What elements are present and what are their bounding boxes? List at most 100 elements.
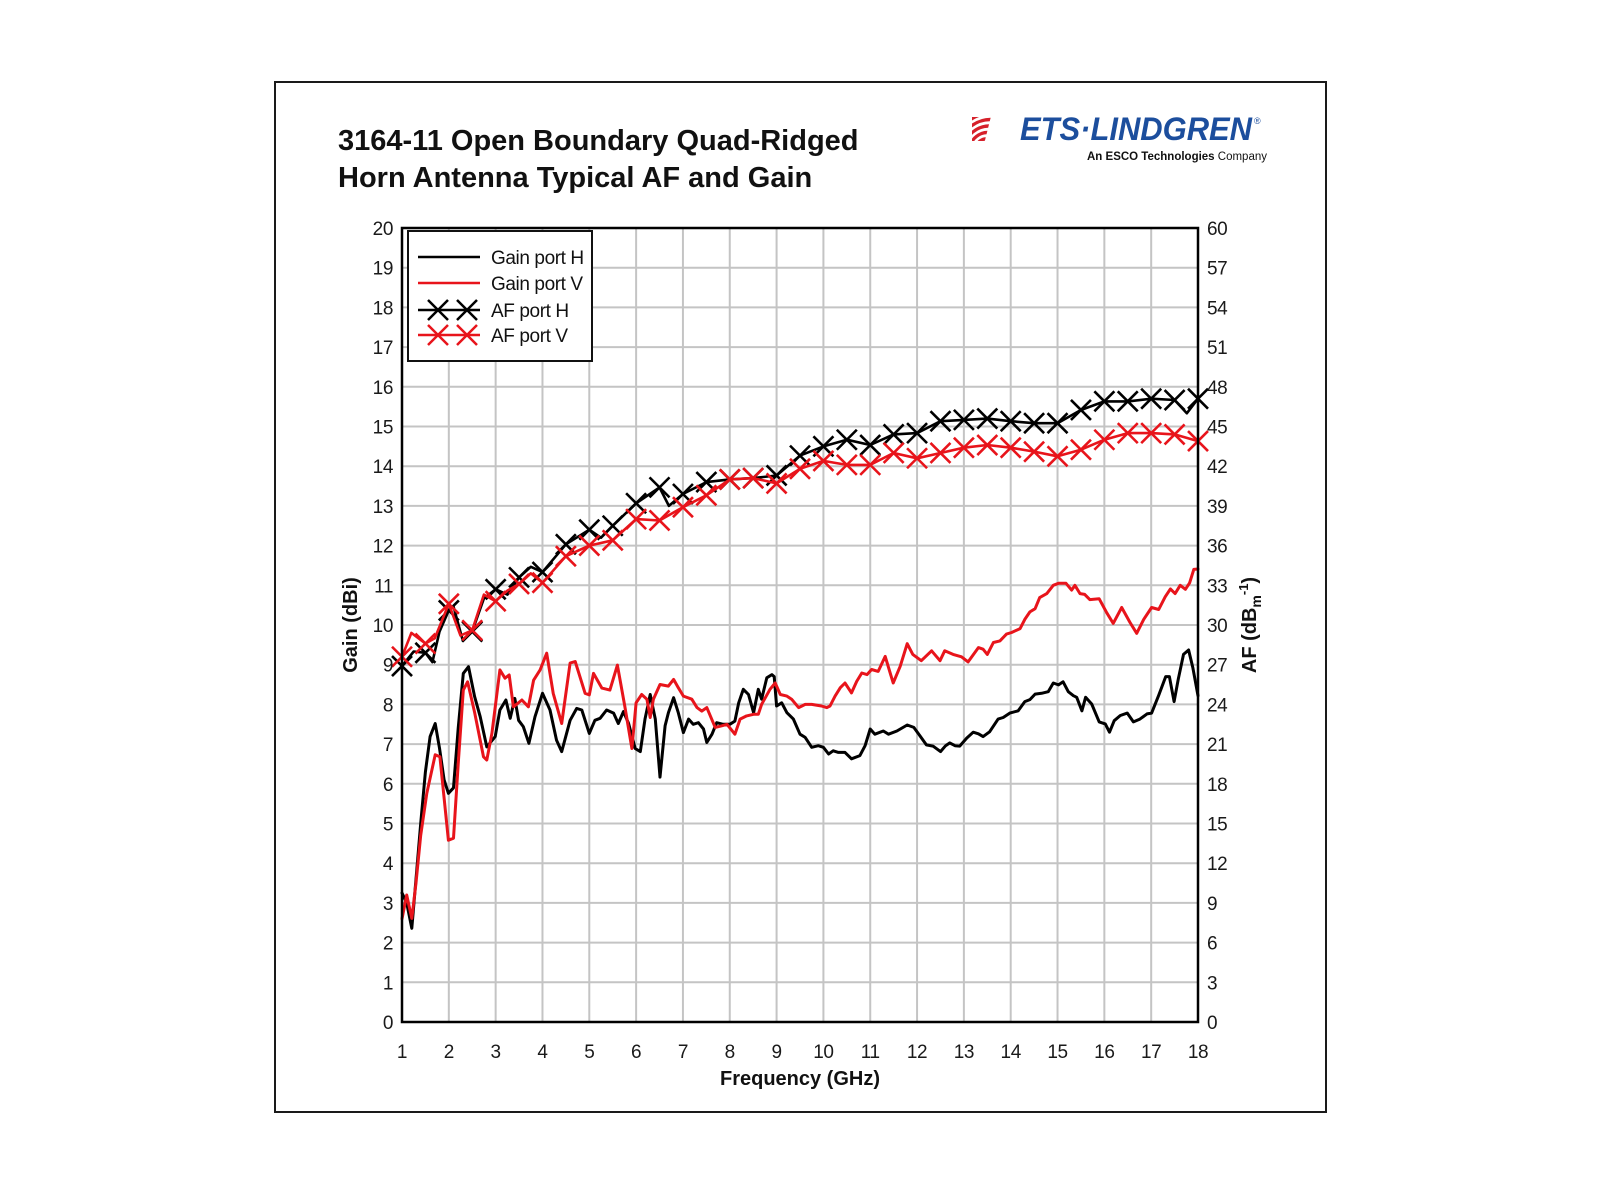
left-tick-label: 3 <box>383 894 393 915</box>
x-tick-label: 3 <box>491 1042 501 1063</box>
af-port-v-x-marker <box>906 447 928 470</box>
series-layer <box>391 387 1209 930</box>
x-tick-label: 8 <box>725 1042 735 1063</box>
logo-wave-stripe <box>972 130 988 141</box>
logo-wave-icon <box>972 117 993 141</box>
af-port-v-x-marker <box>484 590 507 613</box>
logo-wave-stripe <box>974 137 986 141</box>
right-axis-label-close: ) <box>1239 577 1261 584</box>
legend-entry-gain-port-v: Gain port V <box>418 274 584 295</box>
chart-title-line-2: Horn Antenna Typical AF and Gain <box>338 162 812 194</box>
af-port-v-x-marker <box>695 484 718 507</box>
right-axis-label: AF (dBm-1) <box>1236 577 1264 673</box>
right-axis-label-superscript: -1 <box>1236 584 1251 596</box>
x-tick-label: 4 <box>537 1042 548 1063</box>
af-port-h-x-marker <box>999 410 1022 433</box>
left-tick-label: 2 <box>383 934 393 955</box>
af-port-h-x-marker <box>508 566 530 589</box>
left-tick-label: 10 <box>373 616 393 637</box>
x-tick-label: 10 <box>813 1042 833 1063</box>
af-port-v-x-marker <box>1070 438 1092 461</box>
legend-x-marker-icon <box>427 299 478 321</box>
left-tick-label: 4 <box>383 854 394 875</box>
right-tick-label: 30 <box>1207 616 1227 637</box>
right-tick-label: 60 <box>1207 219 1227 240</box>
af-port-v-x-marker <box>1140 422 1163 445</box>
legend-label-af-port-v: AF port V <box>491 326 568 347</box>
af-port-v-x-marker <box>531 571 554 594</box>
legend-label-gain-port-h: Gain port H <box>491 248 584 269</box>
x-tick-label: 15 <box>1047 1042 1067 1063</box>
left-axis-label: Gain (dBi) <box>340 577 362 673</box>
plot-area-border <box>400 226 1200 1024</box>
legend-entry-gain-port-h: Gain port H <box>418 248 584 269</box>
af-port-h-x-marker <box>882 423 905 446</box>
ets-lindgren-logo: ETS·LINDGREN ® An ESCO Technologies Comp… <box>972 111 1267 163</box>
af-port-h-x-marker <box>835 428 858 451</box>
logo-registered-mark: ® <box>1254 116 1261 126</box>
af-port-v-x-marker <box>601 529 624 552</box>
right-axis-label-main: AF (dB <box>1239 608 1261 674</box>
af-port-v-x-marker <box>929 442 952 464</box>
af-port-v-x-marker <box>882 442 905 464</box>
x-tick-label: 6 <box>631 1042 641 1063</box>
af-port-v-x-marker <box>789 457 811 480</box>
right-tick-label: 48 <box>1207 378 1227 399</box>
af-port-v-x-marker <box>812 449 835 472</box>
af-port-h-x-marker <box>952 408 975 431</box>
x-tick-label: 13 <box>954 1042 974 1063</box>
af-port-v-x-marker <box>718 468 741 491</box>
right-tick-label: 9 <box>1207 894 1217 915</box>
right-tick-label: 33 <box>1207 576 1227 597</box>
af-port-h-x-marker <box>1070 399 1092 421</box>
af-port-h-x-marker <box>648 476 671 499</box>
left-tick-label: 17 <box>373 338 393 359</box>
af-port-v-x-marker <box>648 509 671 532</box>
series-af-port-v <box>391 422 1209 668</box>
left-tick-label: 12 <box>373 537 393 558</box>
af-port-v-x-marker <box>625 508 648 531</box>
right-tick-label: 15 <box>1207 815 1227 836</box>
af-port-v-x-marker <box>1163 423 1186 446</box>
x-tick-label: 18 <box>1188 1042 1208 1063</box>
right-tick-label: 18 <box>1207 775 1227 796</box>
right-tick-label: 3 <box>1207 973 1217 994</box>
af-port-v-x-marker <box>999 436 1022 459</box>
af-port-h-x-marker <box>1163 389 1186 411</box>
left-tick-label: 19 <box>373 259 393 280</box>
series-line-gain-port-v <box>400 567 1200 921</box>
af-port-h-x-marker <box>414 641 437 664</box>
x-tick-label: 2 <box>444 1042 454 1063</box>
af-port-v-x-marker <box>1046 445 1069 468</box>
logo-tagline-bold: An ESCO Technologies <box>1087 151 1215 163</box>
x-tick-label: 1 <box>397 1042 407 1063</box>
series-line-gain-port-h <box>400 648 1200 930</box>
right-tick-label: 39 <box>1207 497 1227 518</box>
af-port-v-x-marker <box>976 434 999 456</box>
left-tick-label: 14 <box>373 457 394 478</box>
af-port-h-x-marker <box>976 407 999 430</box>
af-port-v-x-marker <box>1116 422 1139 445</box>
af-port-v-x-marker <box>508 573 530 595</box>
x-tick-label: 17 <box>1141 1042 1161 1063</box>
legend-label-gain-port-v: Gain port V <box>491 274 583 295</box>
right-tick-label: 27 <box>1207 656 1227 677</box>
right-tick-label: 57 <box>1207 259 1227 280</box>
af-port-h-x-marker <box>906 422 928 445</box>
left-tick-label: 15 <box>373 418 393 439</box>
right-tick-label: 6 <box>1207 934 1217 955</box>
left-tick-label: 13 <box>373 497 393 518</box>
logo-wave-stripe <box>972 124 990 141</box>
af-port-h-x-marker <box>1046 412 1069 435</box>
legend: Gain port H Gain port V AF port H AF por… <box>407 230 593 362</box>
left-tick-label: 16 <box>373 378 393 399</box>
left-tick-label: 1 <box>383 973 393 994</box>
right-tick-label: 0 <box>1207 1013 1217 1034</box>
af-port-v-x-marker <box>1023 440 1046 463</box>
x-tick-label: 12 <box>907 1042 927 1063</box>
left-tick-label: 7 <box>383 735 393 756</box>
legend-x-marker-icon <box>427 324 478 346</box>
